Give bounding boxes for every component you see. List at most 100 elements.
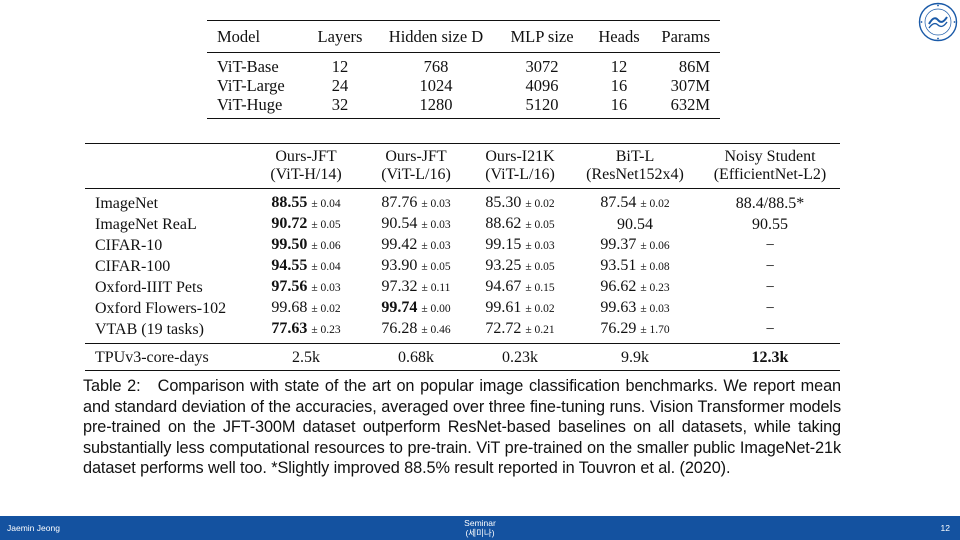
table-header-row: Model Layers Hidden size D MLP size Head… (207, 21, 720, 53)
header-model: Model (207, 21, 305, 53)
table-row: ViT-Large 24 1024 4096 16 307M (207, 76, 720, 95)
dataset-name: ImageNet (95, 195, 159, 212)
column-name: Ours-JFT (385, 148, 447, 165)
column-model: (ViT-H/14) (270, 166, 342, 183)
score-cell: 76.29 ± 1.70 (570, 319, 700, 344)
score-value: 99.74 (381, 299, 418, 316)
score-cell: 88.4/88.5* (700, 189, 840, 215)
table-caption: Table 2: Comparison with state of the ar… (83, 376, 841, 479)
score-stddev: ± 0.04 (311, 198, 341, 210)
score-stddev: ± 1.70 (640, 324, 670, 336)
score-stddev: ± 0.08 (640, 261, 670, 273)
dataset-name: CIFAR-100 (95, 258, 171, 275)
score-value: 96.62 (600, 278, 637, 295)
table-row: ViT-Base 12 768 3072 12 86M (207, 53, 720, 77)
page-number: 12 (940, 523, 950, 533)
score-cell: 90.72 ± 0.05 (250, 214, 362, 235)
model-name: ViT-Large (217, 76, 285, 95)
score-value: 90.72 (271, 215, 308, 232)
score-stddev: ± 0.02 (525, 303, 555, 315)
tpu-days-value: 12.3k (700, 343, 840, 370)
header-column: Ours-JFT (ViT-L/16) (362, 144, 470, 189)
dataset-name: CIFAR-10 (95, 237, 163, 254)
table-row: Oxford-IIIT Pets 97.56 ± 0.03 97.32 ± 0.11… (85, 277, 840, 298)
score-cell: − (700, 277, 840, 298)
score-value: 76.29 (600, 320, 637, 337)
model-name: ViT-Huge (217, 95, 283, 114)
score-stddev: ± 0.15 (525, 282, 555, 294)
footer-title-line2: (세미나) (465, 528, 495, 538)
score-value: 72.72 (485, 320, 522, 337)
score-stddev: ± 0.46 (421, 324, 451, 336)
score-value: 87.54 (600, 194, 637, 211)
score-stddev: ± 0.05 (525, 219, 555, 231)
score-stddev: ± 0.03 (525, 240, 555, 252)
header-column: Ours-I21K (ViT-L/16) (470, 144, 570, 189)
score-stddev: ± 0.03 (421, 219, 451, 231)
score-stddev: ± 0.05 (525, 261, 555, 273)
tpu-days-value: 9.9k (570, 343, 700, 370)
caption-label: Table 2: (83, 377, 141, 395)
score-cell: 99.74 ± 0.00 (362, 298, 470, 319)
dataset-name: ImageNet ReaL (95, 216, 197, 233)
score-value: 93.51 (600, 257, 637, 274)
score-stddev: ± 0.03 (421, 240, 451, 252)
score-cell: 90.55 (700, 214, 840, 235)
table-row: ImageNet 88.55 ± 0.04 87.76 ± 0.03 85.30 ± … (85, 189, 840, 215)
score-cell: 99.15 ± 0.03 (470, 235, 570, 256)
heads-value: 16 (610, 76, 628, 95)
score-cell: 99.63 ± 0.03 (570, 298, 700, 319)
score-value: 85.30 (485, 194, 522, 211)
tpu-days-label: TPUv3-core-days (85, 343, 250, 370)
column-name: BiT-L (615, 148, 655, 165)
header-column: Noisy Student (EfficientNet-L2) (700, 144, 840, 189)
score-value: 90.55 (752, 216, 788, 233)
score-cell: 99.68 ± 0.02 (250, 298, 362, 319)
header-column: BiT-L (ResNet152x4) (570, 144, 700, 189)
score-cell: 99.50 ± 0.06 (250, 235, 362, 256)
score-cell: 88.62 ± 0.05 (470, 214, 570, 235)
vit-model-variants-table: Model Layers Hidden size D MLP size Head… (207, 20, 720, 119)
mlp-size-value: 4096 (525, 76, 559, 95)
header-column: Ours-JFT (ViT-H/14) (250, 144, 362, 189)
column-name: Ours-I21K (485, 148, 555, 165)
header-heads: Heads (587, 21, 651, 53)
slide-footer: Jaemin Jeong Seminar (세미나) 12 (0, 516, 960, 540)
params-value: 632M (670, 95, 710, 114)
score-stddev: ± 0.05 (311, 219, 341, 231)
score-stddev: ± 0.02 (640, 198, 670, 210)
header-layers: Layers (305, 21, 375, 53)
score-cell: 76.28 ± 0.46 (362, 319, 470, 344)
column-model: (ResNet152x4) (586, 166, 684, 183)
table-header-row: Ours-JFT (ViT-H/14) Ours-JFT (ViT-L/16) Ou… (85, 144, 840, 189)
layers-value: 12 (331, 57, 349, 76)
tpu-days-value: 0.23k (470, 343, 570, 370)
hidden-size-value: 1024 (419, 76, 453, 95)
score-value: 88.55 (271, 194, 308, 211)
score-value: − (765, 279, 775, 296)
header-params: Params (651, 21, 720, 53)
score-cell: 85.30 ± 0.02 (470, 189, 570, 215)
score-cell: 99.42 ± 0.03 (362, 235, 470, 256)
score-value: 76.28 (381, 320, 418, 337)
score-stddev: ± 0.03 (421, 198, 451, 210)
university-seal-icon (918, 2, 958, 42)
tpu-days-value: 2.5k (250, 343, 362, 370)
header-dataset (85, 144, 250, 189)
score-stddev: ± 0.02 (525, 198, 555, 210)
score-stddev: ± 0.21 (525, 324, 555, 336)
score-stddev: ± 0.04 (311, 261, 341, 273)
layers-value: 32 (331, 95, 349, 114)
score-value: 97.32 (381, 278, 418, 295)
table-row: CIFAR-10 99.50 ± 0.06 99.42 ± 0.03 99.15 ± … (85, 235, 840, 256)
mlp-size-value: 3072 (525, 57, 559, 76)
score-stddev: ± 0.03 (311, 282, 341, 294)
score-value: 77.63 (271, 320, 308, 337)
presenter-name: Jaemin Jeong (7, 523, 60, 533)
hidden-size-value: 768 (423, 57, 449, 76)
score-value: 99.15 (485, 236, 522, 253)
score-value: 99.37 (600, 236, 637, 253)
score-value: − (765, 321, 775, 338)
footer-title: Seminar (세미나) (430, 518, 530, 538)
heads-value: 16 (610, 95, 628, 114)
